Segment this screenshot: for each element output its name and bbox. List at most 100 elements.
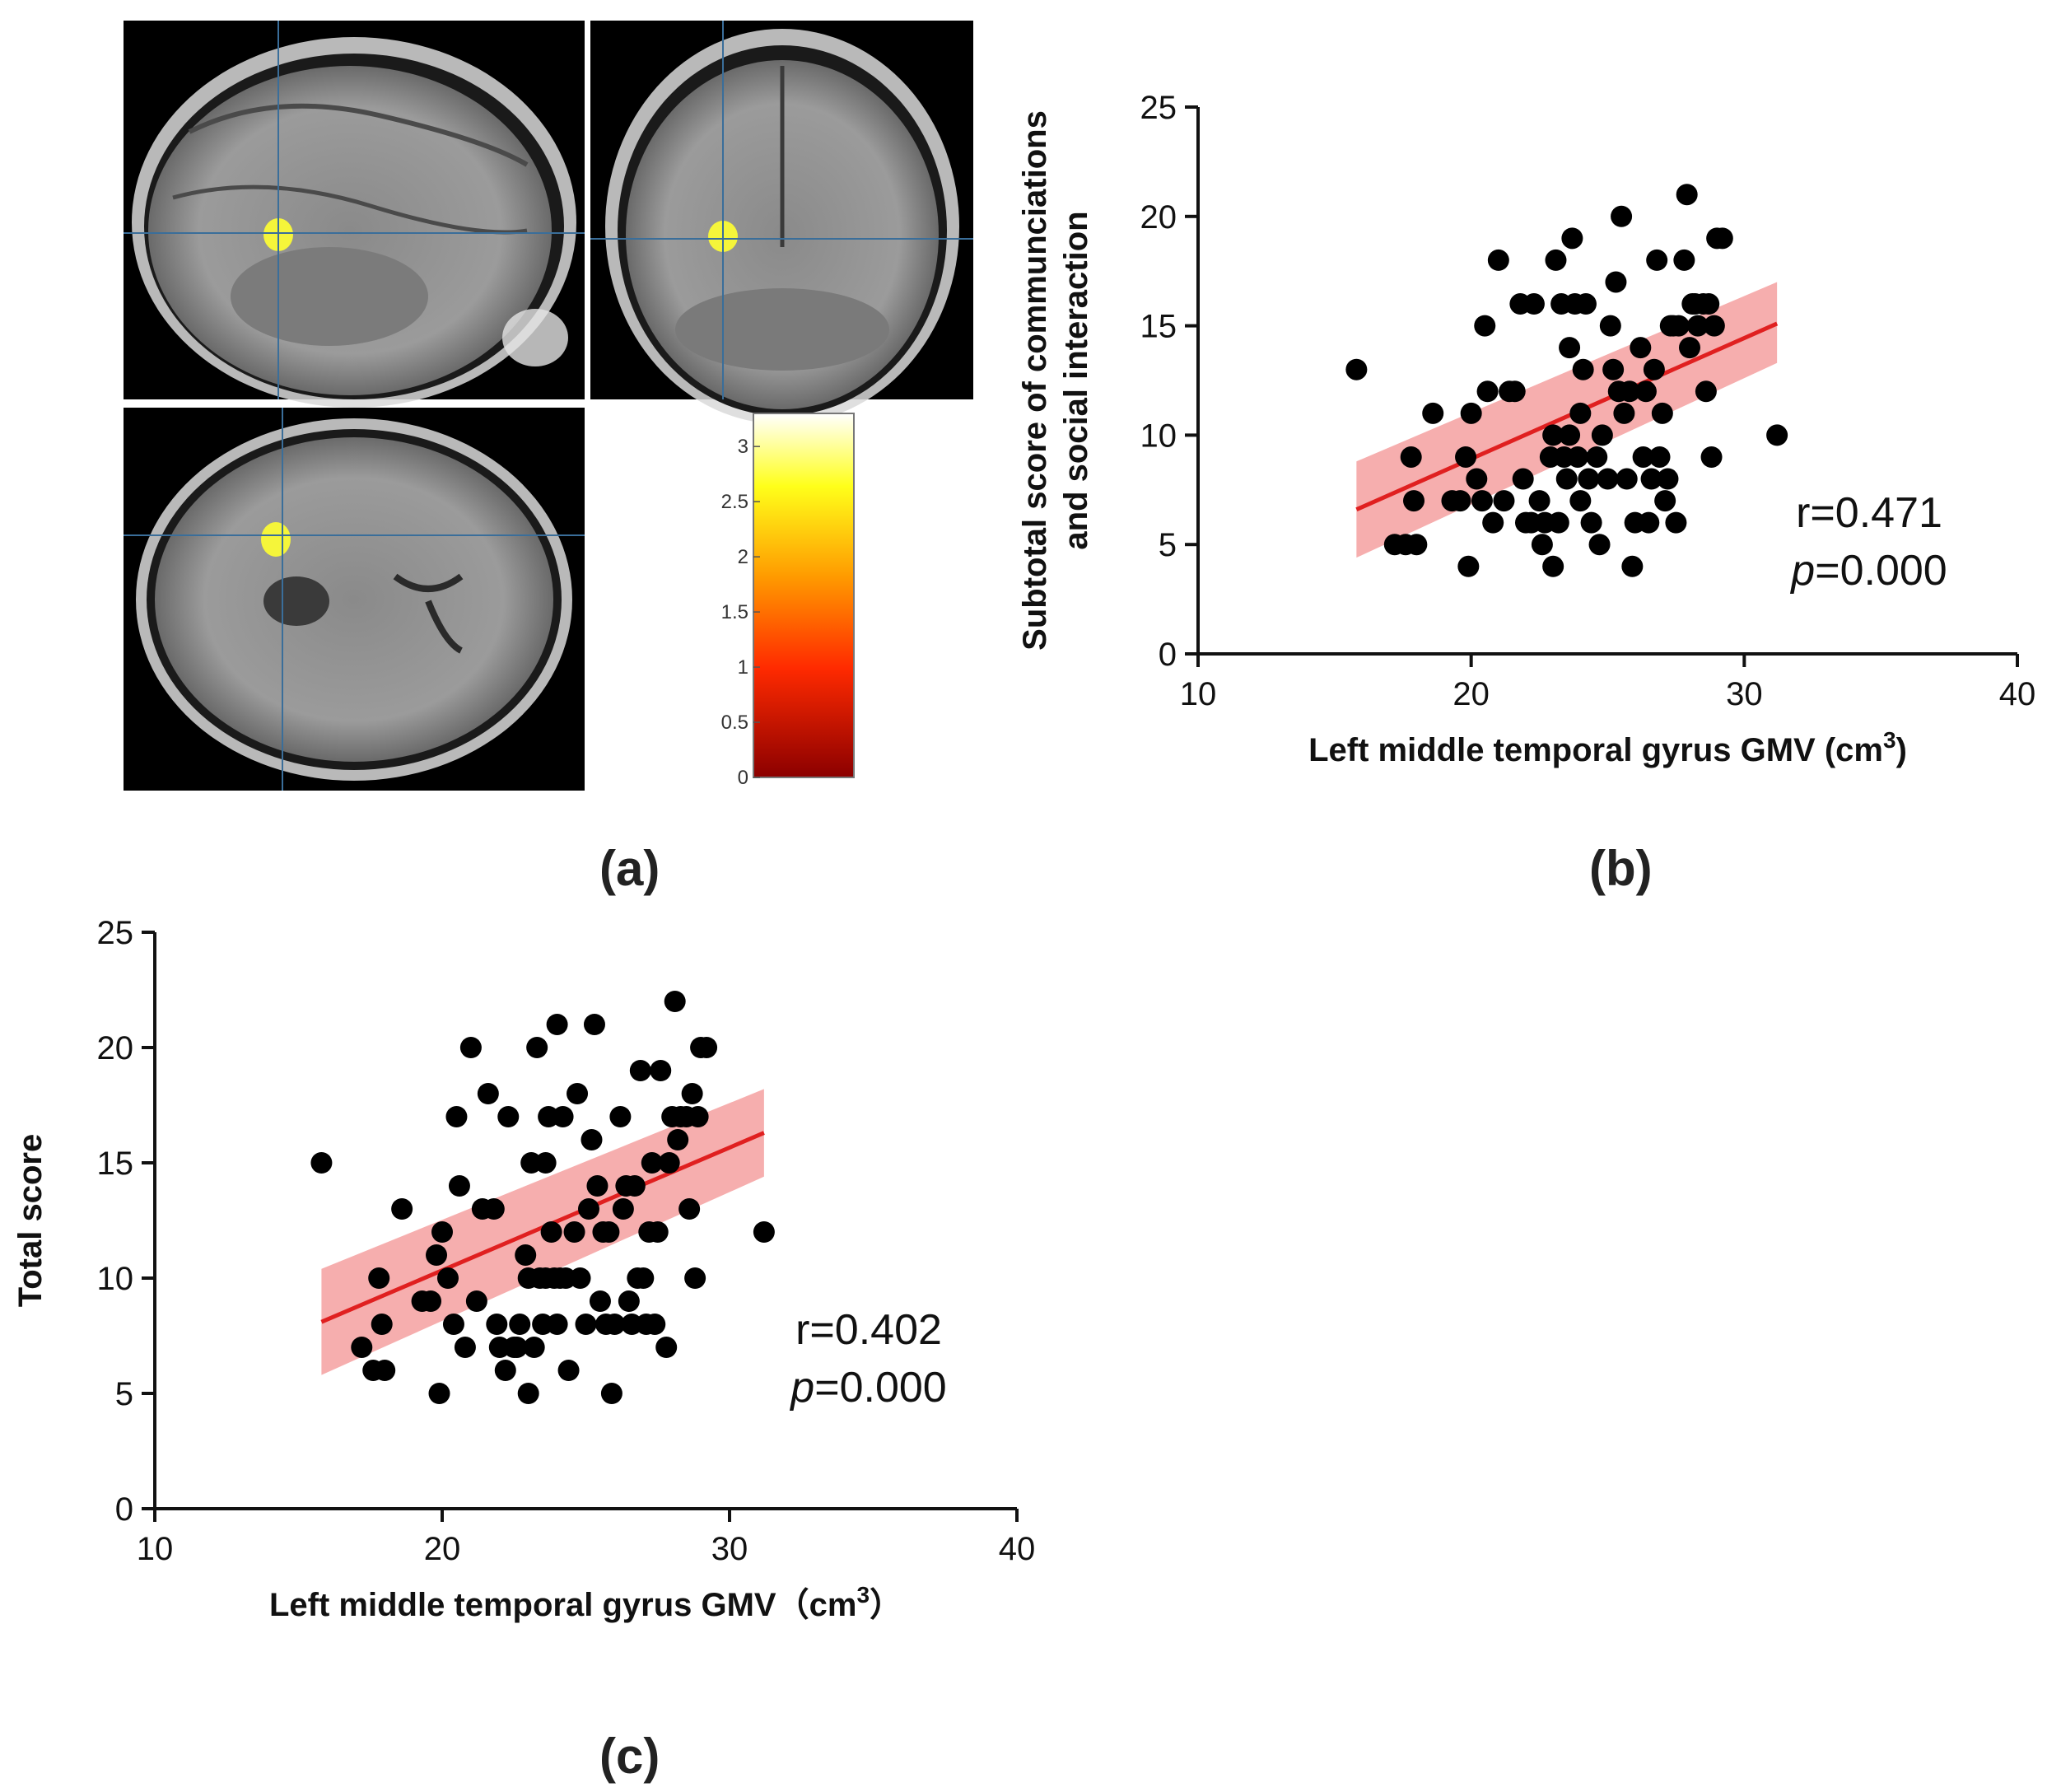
data-point [420, 1290, 442, 1312]
data-point [1528, 490, 1550, 512]
data-point [1597, 468, 1619, 490]
data-point [1487, 249, 1509, 271]
data-point [494, 1360, 516, 1381]
data-point [523, 1337, 545, 1358]
data-point [1559, 424, 1581, 446]
data-point [1651, 402, 1673, 424]
data-point [1542, 424, 1564, 446]
data-point [650, 1060, 672, 1081]
colorbar: 0 0.5 1 1.5 2 2.5 3 [721, 413, 855, 789]
data-point [486, 1314, 508, 1335]
x-tick-label: 20 [1452, 676, 1490, 712]
data-point [445, 1106, 468, 1127]
data-point [515, 1244, 537, 1266]
data-point [517, 1383, 539, 1404]
data-point [374, 1360, 396, 1381]
mri-coronal-view [590, 21, 973, 424]
regression-line [1355, 321, 1779, 511]
y-tick-label: 20 [97, 1030, 134, 1066]
y-tick-label: 10 [97, 1261, 134, 1297]
data-point [1545, 249, 1567, 271]
data-point [506, 1337, 528, 1358]
data-point [1700, 446, 1723, 468]
data-point [540, 1221, 562, 1243]
x-tick-label: 30 [711, 1531, 748, 1567]
data-point [1630, 337, 1652, 359]
y-tick-label: 5 [115, 1376, 133, 1412]
data-point [1569, 490, 1592, 512]
y-tick-label: 0 [1159, 637, 1177, 673]
data-point [696, 1037, 718, 1058]
data-point [1493, 490, 1515, 512]
panel-label-c: (c) [599, 1729, 660, 1784]
data-point [351, 1337, 373, 1358]
p-value: p=0.000 [1789, 547, 1947, 595]
data-point [448, 1175, 470, 1197]
data-point [753, 1221, 775, 1243]
data-point [459, 1037, 482, 1058]
y-tick-label: 5 [1159, 527, 1177, 563]
data-point [431, 1221, 453, 1243]
data-point [612, 1198, 634, 1220]
data-point [426, 1244, 448, 1266]
data-point [526, 1037, 548, 1058]
data-point [1522, 293, 1545, 315]
data-point [586, 1175, 609, 1197]
data-point [1569, 402, 1592, 424]
data-point [1632, 446, 1654, 468]
data-point [687, 1106, 709, 1127]
data-point [1766, 424, 1788, 446]
data-point [1648, 446, 1671, 468]
data-point [1512, 468, 1534, 490]
p-value: p=0.000 [789, 1364, 946, 1412]
data-point [1482, 511, 1504, 534]
data-point [1638, 511, 1660, 534]
data-point [1531, 534, 1553, 556]
data-point [1542, 555, 1564, 577]
data-point [681, 1083, 703, 1104]
data-point [1504, 380, 1526, 403]
data-point [1619, 380, 1641, 403]
y-axis-title: Subtotal score of communciations [1017, 110, 1053, 651]
data-point [1616, 468, 1638, 490]
data-point [644, 1314, 666, 1335]
x-tick-label: 40 [999, 1531, 1036, 1567]
data-point [604, 1314, 626, 1335]
colorbar-tick-label: 1 [738, 656, 748, 679]
data-point [1578, 468, 1600, 490]
data-point [658, 1152, 680, 1174]
data-point [678, 1198, 701, 1220]
data-point [310, 1152, 333, 1174]
data-point [1455, 446, 1477, 468]
data-point [1667, 315, 1690, 337]
data-point [1646, 249, 1668, 271]
y-tick-label: 0 [115, 1491, 133, 1528]
data-point [368, 1267, 390, 1289]
data-point [655, 1337, 678, 1358]
data-point [1605, 271, 1627, 293]
data-point [1345, 358, 1368, 380]
data-point [1574, 293, 1597, 315]
y-tick-label: 15 [97, 1146, 134, 1182]
data-point [1588, 534, 1611, 556]
colorbar-tick-label: 0 [738, 767, 748, 789]
y-tick-label: 10 [1140, 418, 1177, 454]
x-tick-label: 30 [1726, 676, 1763, 712]
panel-label-a: (a) [599, 841, 660, 896]
confidence-band [1356, 282, 1778, 558]
data-point [557, 1360, 580, 1381]
data-point [1621, 555, 1644, 577]
data-point [546, 1314, 568, 1335]
data-point [1695, 380, 1717, 403]
data-point [1586, 446, 1608, 468]
colorbar-tick-label: 1.5 [721, 601, 748, 623]
data-point [1640, 468, 1662, 490]
data-point [618, 1290, 640, 1312]
y-tick-label: 15 [1140, 309, 1177, 345]
y-tick-label: 20 [1140, 199, 1177, 236]
data-point [569, 1267, 591, 1289]
data-point [1611, 205, 1633, 227]
panel-label-b: (b) [1589, 841, 1653, 896]
colorbar-tick-label: 3 [738, 436, 748, 458]
